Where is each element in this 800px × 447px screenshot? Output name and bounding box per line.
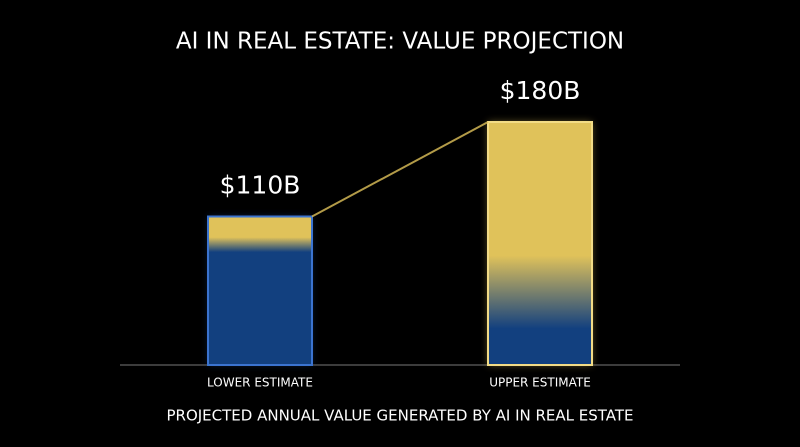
x-tick-label: UPPER ESTIMATE xyxy=(489,376,591,390)
value-label: $180B xyxy=(500,76,581,105)
value-label: $110B xyxy=(220,171,301,200)
bar xyxy=(487,121,593,366)
x-tick-label: LOWER ESTIMATE xyxy=(207,376,313,390)
connector-line xyxy=(311,121,489,218)
x-axis-label: PROJECTED ANNUAL VALUE GENERATED BY AI I… xyxy=(166,407,633,425)
bar xyxy=(207,215,313,366)
chart-title: AI IN REAL ESTATE: VALUE PROJECTION xyxy=(176,29,624,55)
